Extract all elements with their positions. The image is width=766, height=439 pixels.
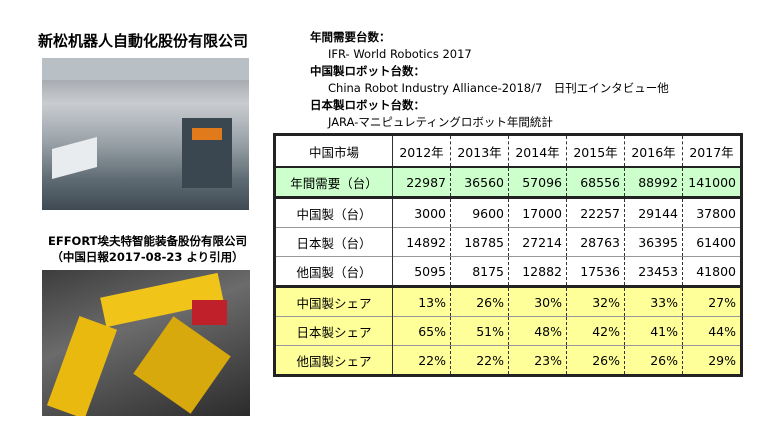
table-cell: 48%: [508, 316, 567, 346]
table-cell: 32%: [566, 285, 625, 317]
source-label: 中国製ロボット台数：: [310, 64, 425, 78]
table-cell: 26%: [450, 285, 509, 317]
table-row: 日本製シェア 65% 51% 48% 42% 41% 44%: [274, 316, 742, 346]
row-label: 年間需要（台）: [274, 166, 393, 199]
table-cell: 68556: [566, 166, 625, 199]
year-header: 2014年: [508, 134, 567, 167]
table-cell: 9600: [450, 197, 509, 228]
table-row: 年間需要（台） 22987 36560 57096 68556 88992 141000: [274, 166, 742, 199]
table-header-row: 中国市場 2012年 2013年 2014年 2015年 2016年 2017年: [274, 134, 742, 167]
table-cell: 22%: [450, 345, 509, 376]
table-cell: 88992: [624, 166, 683, 199]
table-cell: 23453: [624, 256, 683, 287]
table-cell: 57096: [508, 166, 567, 199]
source-detail: IFR- World Robotics 2017: [328, 47, 472, 61]
table-row: 日本製（台） 14892 18785 27214 28763 36395 61400: [274, 227, 742, 257]
source-detail: JARA-マニピュレティングロボット年間統計: [328, 115, 553, 129]
row-label: 中国製シェア: [274, 285, 393, 317]
table-cell: 5095: [392, 256, 451, 287]
row-label: 他国製シェア: [274, 345, 393, 376]
table-cell: 33%: [624, 285, 683, 317]
caption-company: EFFORT埃夫特智能装备股份有限公司: [47, 234, 248, 248]
table-cell: 37800: [682, 197, 742, 228]
table-cell: 29%: [682, 345, 742, 376]
table-cell: 44%: [682, 316, 742, 346]
table-cell: 18785: [450, 227, 509, 257]
table-cell: 14892: [392, 227, 451, 257]
row-label: 他国製（台）: [274, 256, 393, 287]
table-cell: 22%: [392, 345, 451, 376]
row-label: 日本製シェア: [274, 316, 393, 346]
table-cell: 51%: [450, 316, 509, 346]
table-cell: 3000: [392, 197, 451, 228]
table-cell: 23%: [508, 345, 567, 376]
table-cell: 41800: [682, 256, 742, 287]
table-row: 他国製（台） 5095 8175 12882 17536 23453 41800: [274, 256, 742, 287]
table-cell: 13%: [392, 285, 451, 317]
table-cell: 42%: [566, 316, 625, 346]
table-cell: 22987: [392, 166, 451, 199]
year-header: 2016年: [624, 134, 683, 167]
row-label: 日本製（台）: [274, 227, 393, 257]
table-cell: 17000: [508, 197, 567, 228]
table-cell: 12882: [508, 256, 567, 287]
efort-robot-photo: [42, 270, 250, 416]
table-cell: 36560: [450, 166, 509, 199]
table-cell: 36395: [624, 227, 683, 257]
year-header: 2015年: [566, 134, 625, 167]
row-label: 中国製（台）: [274, 197, 393, 228]
table-cell: 29144: [624, 197, 683, 228]
source-label: 年間需要台数：: [310, 30, 391, 44]
china-robot-market-table: 中国市場 2012年 2013年 2014年 2015年 2016年 2017年 年間需要（台…: [273, 133, 743, 377]
table-cell: 28763: [566, 227, 625, 257]
table-cell: 8175: [450, 256, 509, 287]
data-sources: 年間需要台数： IFR- World Robotics 2017 中国製ロボット…: [310, 29, 669, 131]
caption-source: （中国日報2017-08-23 より引用）: [51, 250, 244, 264]
source-detail: China Robot Industry Alliance-2018/7 日刊エ…: [328, 81, 669, 95]
year-header: 2012年: [392, 134, 451, 167]
table-cell: 141000: [682, 166, 742, 199]
table-cell: 27%: [682, 285, 742, 317]
table-cell: 65%: [392, 316, 451, 346]
market-header: 中国市場: [274, 134, 393, 167]
company-title-siasun: 新松机器人自動化股份有限公司: [38, 32, 249, 50]
year-header: 2017年: [682, 134, 742, 167]
siasun-booth-photo: [42, 58, 249, 210]
efort-caption: EFFORT埃夫特智能装备股份有限公司 （中国日報2017-08-23 より引用…: [30, 233, 265, 265]
table-row: 中国製シェア 13% 26% 30% 32% 33% 27%: [274, 285, 742, 317]
table-cell: 22257: [566, 197, 625, 228]
table-cell: 27214: [508, 227, 567, 257]
table-row: 他国製シェア 22% 22% 23% 26% 26% 29%: [274, 345, 742, 376]
table-cell: 17536: [566, 256, 625, 287]
source-label: 日本製ロボット台数：: [310, 98, 425, 112]
table-cell: 41%: [624, 316, 683, 346]
table-cell: 26%: [624, 345, 683, 376]
year-header: 2013年: [450, 134, 509, 167]
table-cell: 30%: [508, 285, 567, 317]
table-row: 中国製（台） 3000 9600 17000 22257 29144 37800: [274, 197, 742, 228]
table-cell: 61400: [682, 227, 742, 257]
table-cell: 26%: [566, 345, 625, 376]
